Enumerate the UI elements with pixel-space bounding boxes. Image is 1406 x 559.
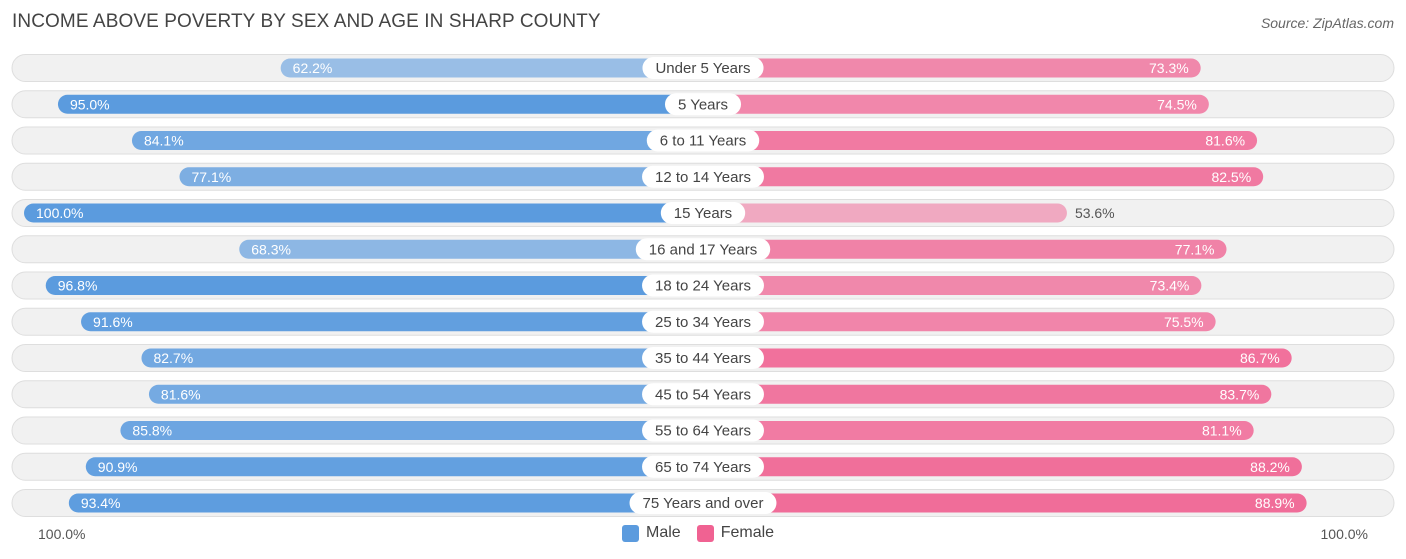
label-female: 88.9% (1255, 495, 1295, 511)
category-label: Under 5 Years (655, 60, 750, 77)
legend-item-male: Male (622, 524, 681, 542)
bar-male (141, 348, 704, 368)
label-male: 68.3% (251, 241, 291, 257)
legend-label-male: Male (646, 524, 681, 541)
legend-swatch-male (622, 524, 639, 542)
bar-male (239, 239, 704, 259)
category-pill (629, 492, 777, 514)
category-pill (664, 93, 742, 116)
label-female: 53.6% (1075, 205, 1115, 221)
bar-male (57, 94, 703, 114)
bar-male (85, 457, 703, 477)
bar-female (703, 312, 1216, 332)
bar-female (703, 58, 1201, 78)
category-label: 16 and 17 Years (649, 241, 757, 258)
category-label: 55 to 64 Years (655, 423, 751, 440)
legend: Male Female (622, 524, 790, 542)
bar-female (703, 457, 1302, 477)
label-female: 73.3% (1149, 60, 1189, 76)
category-pill (642, 383, 764, 406)
bar-male (120, 421, 704, 440)
category-label: 75 Years and over (643, 495, 764, 512)
category-label: 15 Years (674, 205, 732, 222)
label-male: 91.6% (93, 314, 133, 330)
bar-female (703, 421, 1254, 440)
category-label: 25 to 34 Years (655, 314, 751, 331)
category-pill (642, 57, 764, 79)
axis-left-label: 100.0% (38, 526, 86, 542)
bar-female (703, 239, 1227, 259)
category-pill (646, 129, 760, 152)
label-female: 74.5% (1157, 96, 1197, 112)
bar-female (703, 384, 1272, 404)
diverging-bar-chart: 62.2% 73.3% Under 5 Years 95.0% 74.5% 5 Years… (11, 54, 1395, 517)
bar-female (703, 167, 1264, 187)
label-male: 84.1% (144, 133, 184, 149)
label-female: 88.2% (1250, 459, 1290, 475)
category-pill (642, 310, 764, 333)
category-pill (635, 238, 771, 261)
bar-female (703, 131, 1258, 150)
axis-right-label: 100.0% (1320, 526, 1368, 542)
bar-female (703, 348, 1292, 368)
label-female: 81.6% (1205, 133, 1245, 149)
label-female: 81.1% (1202, 423, 1242, 439)
bar-male (179, 167, 704, 187)
bar-male (68, 493, 703, 513)
bar-male (45, 276, 703, 295)
label-male: 96.8% (58, 278, 98, 294)
bar-male (81, 312, 703, 332)
category-label: 6 to 11 Years (660, 133, 746, 150)
category-label: 18 to 24 Years (655, 278, 751, 295)
legend-label-female: Female (720, 524, 775, 541)
bar-male (148, 384, 703, 404)
chart-title: INCOME ABOVE POVERTY BY SEX AND AGE IN S… (12, 11, 601, 32)
category-pill (642, 455, 764, 478)
category-pill (642, 165, 764, 188)
category-label: 35 to 44 Years (655, 350, 751, 367)
bar-female (703, 276, 1202, 295)
label-female: 86.7% (1240, 350, 1280, 366)
label-female: 77.1% (1175, 241, 1215, 257)
label-female: 83.7% (1220, 386, 1260, 402)
label-male: 82.7% (153, 350, 193, 366)
label-male: 85.8% (132, 423, 172, 439)
category-label: 45 to 54 Years (655, 386, 751, 403)
label-female: 73.4% (1150, 278, 1190, 294)
label-male: 93.4% (81, 495, 121, 511)
category-pill (642, 347, 764, 369)
legend-item-female: Female (696, 524, 775, 542)
category-label: 65 to 74 Years (655, 459, 751, 476)
category-pill (642, 419, 764, 442)
label-female: 75.5% (1164, 314, 1204, 330)
category-label: 12 to 14 Years (655, 169, 751, 186)
legend-swatch-female (696, 524, 714, 542)
label-male: 90.9% (98, 459, 138, 475)
bar-female (703, 493, 1307, 513)
label-female: 82.5% (1211, 169, 1251, 185)
bar-male (280, 58, 703, 78)
label-male: 81.6% (161, 386, 201, 402)
bar-female (703, 203, 1067, 223)
label-male: 62.2% (293, 60, 333, 76)
category-label: 5 Years (678, 96, 728, 113)
category-pill (642, 274, 764, 297)
source-label: Source: ZipAtlas.com (1260, 15, 1394, 31)
category-pill (660, 202, 746, 224)
bar-male (24, 203, 703, 223)
bar-female (703, 94, 1209, 114)
label-male: 100.0% (36, 205, 83, 221)
label-male: 77.1% (191, 169, 231, 185)
bar-male (131, 131, 703, 150)
label-male: 95.0% (70, 96, 110, 112)
